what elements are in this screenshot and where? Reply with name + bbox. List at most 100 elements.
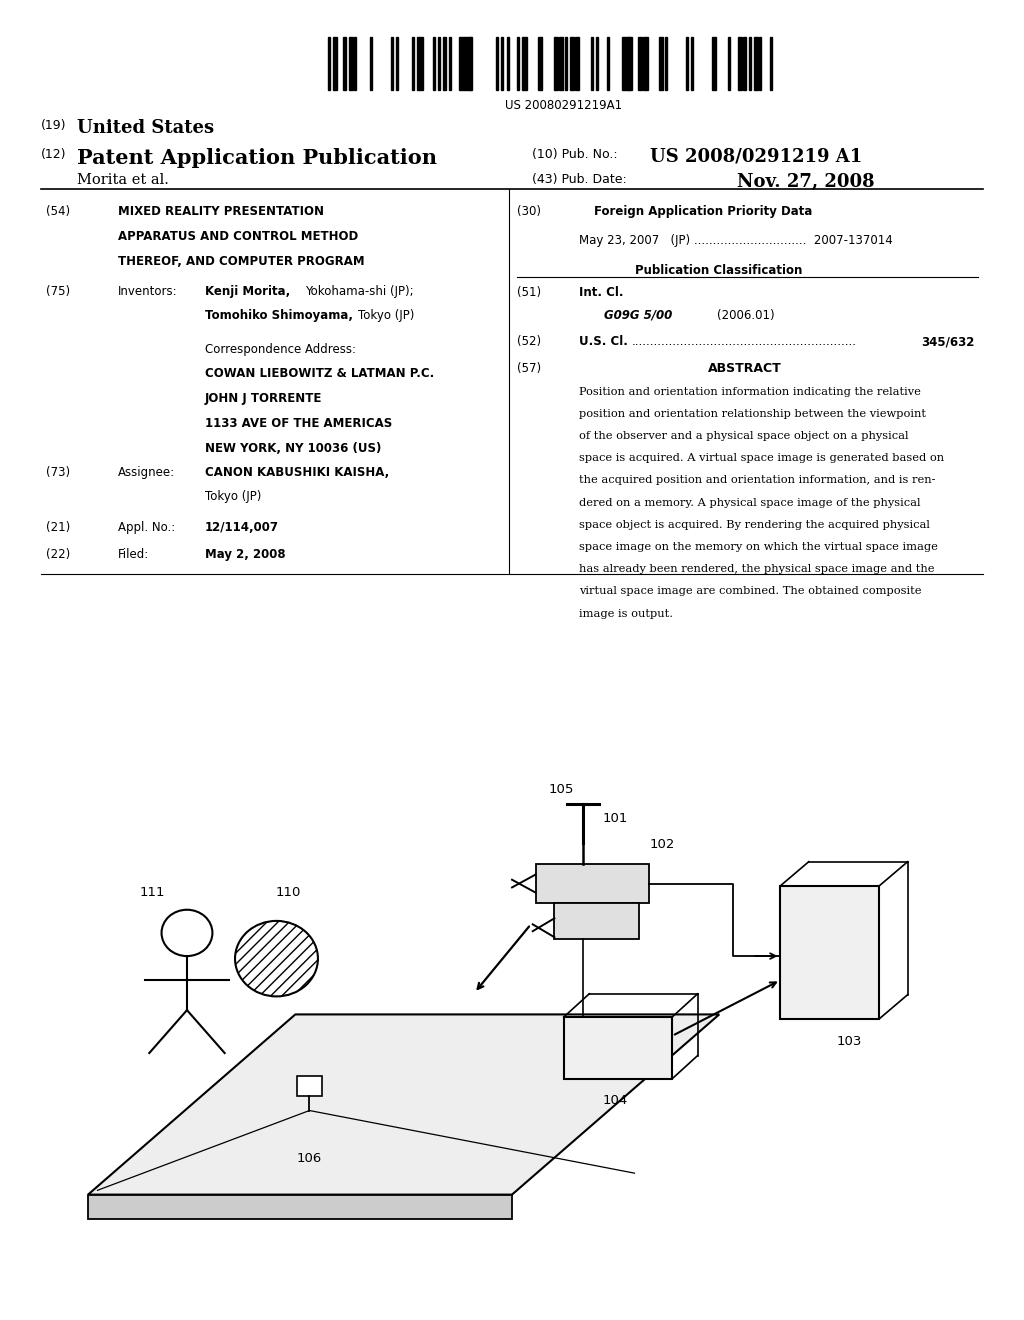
Text: U.S. Cl.: U.S. Cl. bbox=[579, 335, 628, 348]
Text: 111: 111 bbox=[139, 886, 165, 899]
Text: Yokohama-shi (JP);: Yokohama-shi (JP); bbox=[305, 285, 414, 298]
Text: (73): (73) bbox=[46, 466, 71, 479]
Bar bbox=[591, 37, 593, 90]
Text: (52): (52) bbox=[517, 335, 542, 348]
Text: 104: 104 bbox=[603, 1094, 629, 1106]
Bar bbox=[575, 37, 580, 90]
Text: JOHN J TORRENTE: JOHN J TORRENTE bbox=[205, 392, 323, 405]
Text: G09G 5/00: G09G 5/00 bbox=[604, 309, 673, 322]
Text: space is acquired. A virtual space image is generated based on: space is acquired. A virtual space image… bbox=[579, 453, 944, 463]
Bar bbox=[559, 37, 563, 90]
Text: image is output.: image is output. bbox=[579, 609, 673, 619]
Bar bbox=[349, 37, 353, 90]
Text: Int. Cl.: Int. Cl. bbox=[579, 286, 623, 300]
Bar bbox=[522, 37, 526, 90]
Bar bbox=[564, 1016, 672, 1078]
Bar bbox=[638, 37, 642, 90]
Text: NEW YORK, NY 10036 (US): NEW YORK, NY 10036 (US) bbox=[205, 442, 381, 455]
Text: (12): (12) bbox=[41, 148, 67, 161]
Text: (43) Pub. Date:: (43) Pub. Date: bbox=[532, 173, 628, 186]
Bar bbox=[770, 37, 772, 90]
Bar bbox=[749, 37, 751, 90]
Text: 101: 101 bbox=[603, 812, 629, 825]
Bar bbox=[539, 37, 543, 90]
Bar bbox=[396, 37, 398, 90]
Text: Patent Application Publication: Patent Application Publication bbox=[77, 148, 437, 168]
Bar bbox=[328, 37, 330, 90]
Text: Assignee:: Assignee: bbox=[118, 466, 175, 479]
Text: 103: 103 bbox=[837, 1035, 862, 1048]
Text: Kenji Morita,: Kenji Morita, bbox=[205, 285, 290, 298]
Text: ABSTRACT: ABSTRACT bbox=[708, 362, 781, 375]
Bar bbox=[623, 37, 629, 90]
Bar bbox=[554, 37, 558, 90]
Text: MIXED REALITY PRESENTATION: MIXED REALITY PRESENTATION bbox=[118, 205, 324, 218]
Text: (54): (54) bbox=[46, 205, 71, 218]
Polygon shape bbox=[554, 903, 639, 939]
Text: dered on a memory. A physical space image of the physical: dered on a memory. A physical space imag… bbox=[579, 498, 920, 508]
Bar bbox=[496, 37, 498, 90]
Bar bbox=[343, 37, 345, 90]
Bar bbox=[412, 37, 414, 90]
Bar bbox=[354, 37, 356, 90]
Text: 102: 102 bbox=[650, 838, 676, 851]
Bar bbox=[449, 37, 451, 90]
Text: Tokyo (JP): Tokyo (JP) bbox=[358, 309, 415, 322]
Text: (2006.01): (2006.01) bbox=[717, 309, 774, 322]
Text: (19): (19) bbox=[41, 119, 67, 132]
Bar bbox=[470, 37, 472, 90]
Bar bbox=[643, 37, 647, 90]
Bar bbox=[564, 37, 566, 90]
Bar bbox=[370, 37, 372, 90]
Bar bbox=[691, 37, 693, 90]
Bar bbox=[754, 37, 758, 90]
Bar bbox=[333, 37, 337, 90]
Bar bbox=[459, 37, 465, 90]
Text: 105: 105 bbox=[548, 783, 573, 796]
Text: May 2, 2008: May 2, 2008 bbox=[205, 548, 286, 561]
Bar bbox=[502, 37, 504, 90]
Text: Inventors:: Inventors: bbox=[118, 285, 177, 298]
Bar bbox=[465, 37, 471, 90]
Text: (30): (30) bbox=[517, 205, 541, 218]
Bar bbox=[417, 37, 423, 90]
Bar bbox=[391, 37, 393, 90]
Bar bbox=[659, 37, 664, 90]
Text: space object is acquired. By rendering the acquired physical: space object is acquired. By rendering t… bbox=[579, 520, 930, 529]
Text: ............................................................: ........................................… bbox=[632, 335, 857, 348]
Bar bbox=[665, 37, 667, 90]
Circle shape bbox=[236, 921, 317, 997]
Text: THEREOF, AND COMPUTER PROGRAM: THEREOF, AND COMPUTER PROGRAM bbox=[118, 255, 365, 268]
Text: of the observer and a physical space object on a physical: of the observer and a physical space obj… bbox=[579, 432, 908, 441]
Text: CANON KABUSHIKI KAISHA,: CANON KABUSHIKI KAISHA, bbox=[205, 466, 389, 479]
Text: (75): (75) bbox=[46, 285, 71, 298]
Text: position and orientation relationship between the viewpoint: position and orientation relationship be… bbox=[579, 409, 926, 418]
Text: has already been rendered, the physical space image and the: has already been rendered, the physical … bbox=[579, 564, 934, 574]
Text: Correspondence Address:: Correspondence Address: bbox=[205, 343, 355, 356]
Bar bbox=[628, 37, 632, 90]
Text: 1133 AVE OF THE AMERICAS: 1133 AVE OF THE AMERICAS bbox=[205, 417, 392, 430]
Text: (21): (21) bbox=[46, 521, 71, 535]
Bar bbox=[606, 37, 608, 90]
Text: Filed:: Filed: bbox=[118, 548, 150, 561]
Bar bbox=[596, 37, 598, 90]
Text: space image on the memory on which the virtual space image: space image on the memory on which the v… bbox=[579, 543, 937, 552]
Bar bbox=[438, 37, 440, 90]
Text: 12/114,007: 12/114,007 bbox=[205, 521, 279, 535]
Polygon shape bbox=[536, 865, 648, 903]
Bar bbox=[712, 37, 716, 90]
Text: the acquired position and orientation information, and is ren-: the acquired position and orientation in… bbox=[579, 475, 935, 486]
Bar bbox=[728, 37, 730, 90]
Text: (51): (51) bbox=[517, 286, 542, 300]
Text: Nov. 27, 2008: Nov. 27, 2008 bbox=[737, 173, 874, 191]
Bar bbox=[569, 37, 573, 90]
Bar bbox=[759, 37, 761, 90]
Text: 345/632: 345/632 bbox=[922, 335, 975, 348]
Polygon shape bbox=[88, 1195, 512, 1218]
Bar bbox=[443, 37, 445, 90]
Bar bbox=[738, 37, 742, 90]
Text: Tokyo (JP): Tokyo (JP) bbox=[205, 490, 261, 503]
Text: COWAN LIEBOWITZ & LATMAN P.C.: COWAN LIEBOWITZ & LATMAN P.C. bbox=[205, 367, 434, 380]
Polygon shape bbox=[88, 1014, 719, 1195]
Text: Tomohiko Shimoyama,: Tomohiko Shimoyama, bbox=[205, 309, 353, 322]
